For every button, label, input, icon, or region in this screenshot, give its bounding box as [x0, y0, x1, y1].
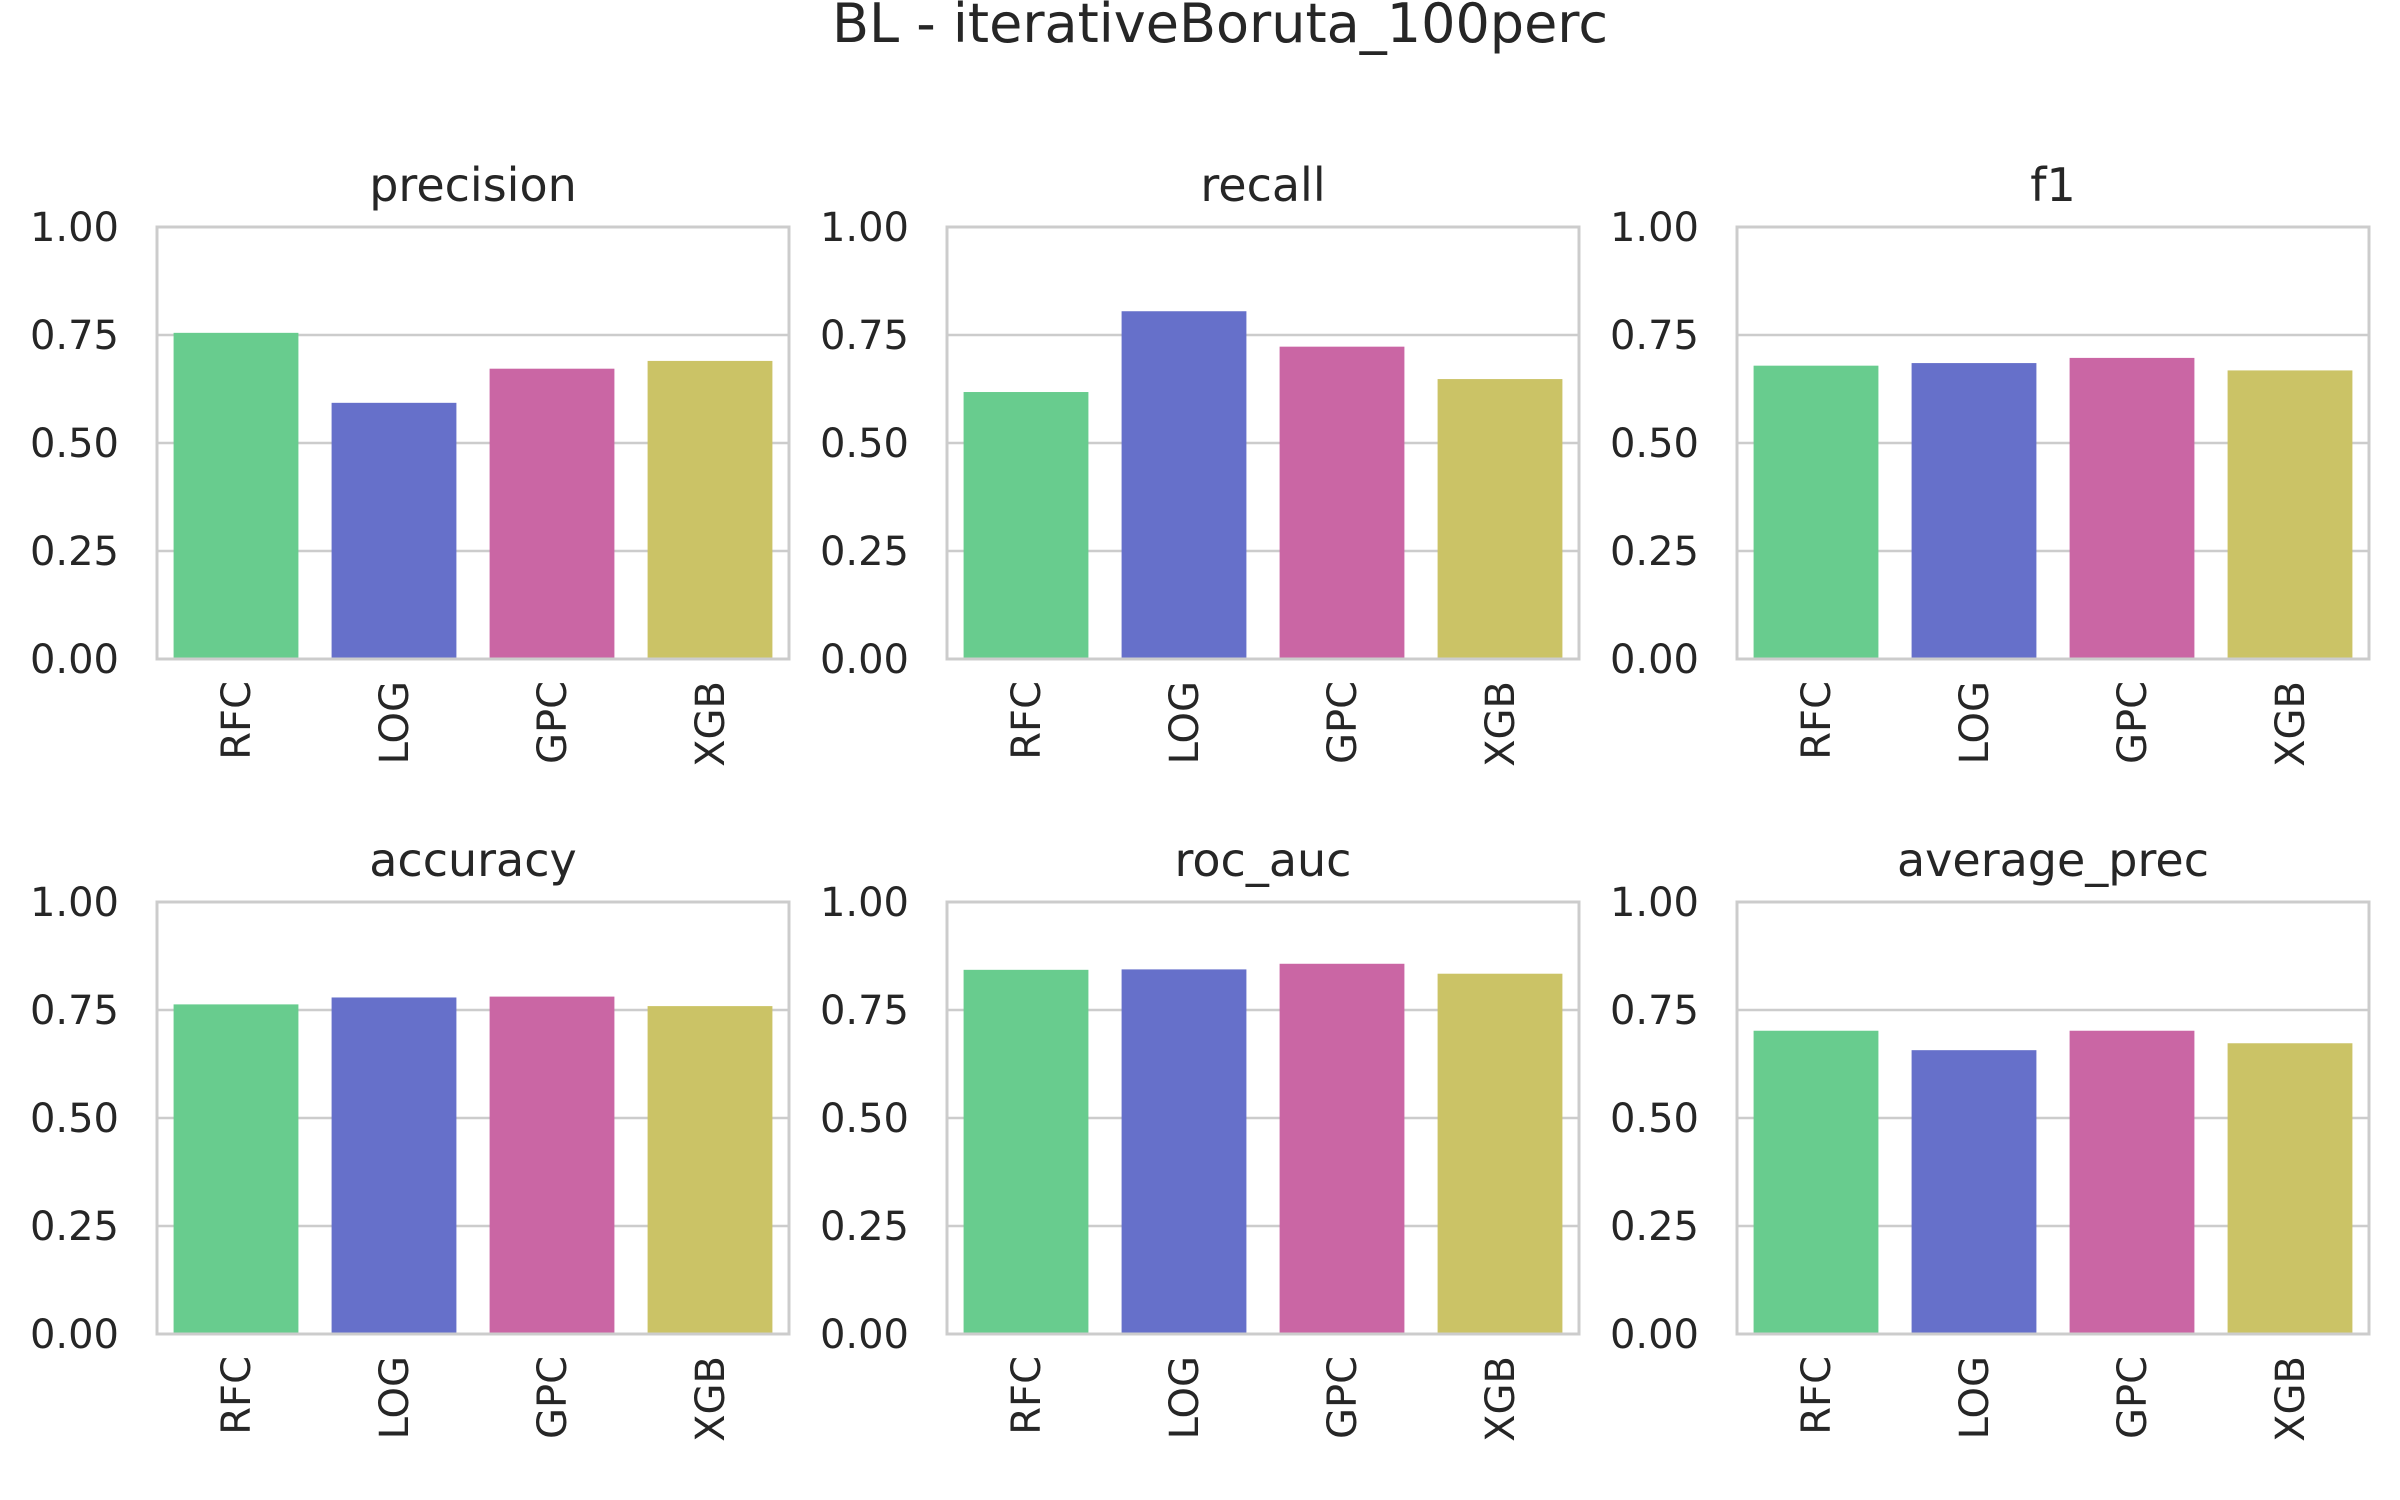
- axes-frame: [945, 900, 1581, 1336]
- y-tick-label: 0.50: [30, 421, 119, 467]
- y-tick-label: 0.25: [30, 1204, 119, 1250]
- panel-title: f1: [2030, 158, 2075, 212]
- y-tick-label: 0.75: [820, 313, 909, 359]
- panel-average-prec: 0.00 0.25 0.50 0.75 1.00 RFC LOG GPC XGB average_…: [1610, 833, 2371, 1442]
- panel-title: roc_auc: [1175, 833, 1352, 887]
- bar-gpc: [2069, 357, 2195, 659]
- panel-accuracy: 0.00 0.25 0.50 0.75 1.00 RFC LOG GPC XGB accuracy: [30, 833, 791, 1442]
- panel-title: recall: [1200, 158, 1325, 212]
- y-tick-label: 0.50: [1610, 1096, 1699, 1142]
- x-tick-label: RFC: [1004, 681, 1050, 760]
- panel-title: accuracy: [369, 833, 577, 887]
- x-tick-label: RFC: [1004, 1356, 1050, 1435]
- x-tick-label: GPC: [1320, 1356, 1366, 1439]
- bar-log: [1121, 969, 1247, 1334]
- y-tick-label: 0.75: [1610, 988, 1699, 1034]
- bar-gpc: [2069, 1030, 2195, 1334]
- y-tick-label: 0.75: [1610, 313, 1699, 359]
- x-tick-label: XGB: [2268, 1356, 2314, 1442]
- panel-f1: 0.00 0.25 0.50 0.75 1.00 RFC LOG GPC XGB f1: [1610, 158, 2371, 767]
- x-tick-label: RFC: [214, 1356, 260, 1435]
- x-tick-label: GPC: [2110, 681, 2156, 764]
- bar-xgb: [647, 360, 773, 659]
- x-tick-label: GPC: [530, 1356, 576, 1439]
- x-tick-label: LOG: [372, 1356, 418, 1439]
- y-tick-label: 0.00: [820, 637, 909, 683]
- y-tick-label: 0.25: [820, 1204, 909, 1250]
- bar-log: [331, 402, 457, 659]
- axes-frame: [1735, 900, 2371, 1336]
- x-tick-label: XGB: [1478, 681, 1524, 767]
- y-tick-label: 0.00: [1610, 637, 1699, 683]
- x-tick-label: XGB: [688, 681, 734, 767]
- bar-xgb: [2227, 1043, 2353, 1334]
- bar-log: [331, 997, 457, 1334]
- bar-rfc: [1753, 1030, 1879, 1334]
- panel-title: average_prec: [1897, 833, 2209, 887]
- y-tick-label: 0.00: [30, 637, 119, 683]
- y-tick-label: 0.00: [820, 1312, 909, 1358]
- panel-precision: 0.00 0.25 0.50 0.75 1.00 RFC LOG GPC XGB precisio…: [30, 158, 791, 767]
- y-tick-label: 0.50: [820, 1096, 909, 1142]
- y-tick-label: 0.50: [820, 421, 909, 467]
- y-tick-label: 0.50: [1610, 421, 1699, 467]
- bar-rfc: [963, 392, 1089, 659]
- x-tick-label: XGB: [2268, 681, 2314, 767]
- axes-frame: [155, 225, 791, 661]
- bar-xgb: [1437, 973, 1563, 1334]
- x-tick-label: LOG: [1162, 681, 1208, 764]
- y-tick-label: 1.00: [1610, 880, 1699, 926]
- x-tick-label: GPC: [2110, 1356, 2156, 1439]
- y-tick-label: 0.25: [30, 529, 119, 575]
- x-tick-label: RFC: [214, 681, 260, 760]
- y-tick-label: 0.00: [1610, 1312, 1699, 1358]
- bar-xgb: [1437, 379, 1563, 659]
- bar-log: [1911, 1050, 2037, 1334]
- axes-frame: [155, 900, 791, 1336]
- y-tick-label: 1.00: [30, 205, 119, 251]
- x-tick-label: RFC: [1794, 1356, 1840, 1435]
- bar-rfc: [173, 332, 299, 659]
- y-tick-label: 0.50: [30, 1096, 119, 1142]
- bar-log: [1911, 363, 2037, 659]
- y-tick-label: 0.75: [30, 313, 119, 359]
- x-tick-label: LOG: [1952, 681, 1998, 764]
- y-tick-label: 1.00: [820, 880, 909, 926]
- y-tick-label: 0.25: [820, 529, 909, 575]
- x-tick-label: XGB: [688, 1356, 734, 1442]
- y-tick-label: 1.00: [820, 205, 909, 251]
- y-tick-label: 1.00: [1610, 205, 1699, 251]
- y-tick-label: 0.75: [30, 988, 119, 1034]
- x-tick-label: LOG: [1162, 1356, 1208, 1439]
- x-tick-label: GPC: [1320, 681, 1366, 764]
- figure-title: BL - iterativeBoruta_100perc: [832, 0, 1608, 55]
- y-tick-label: 0.00: [30, 1312, 119, 1358]
- y-tick-label: 0.25: [1610, 529, 1699, 575]
- bar-gpc: [489, 368, 615, 659]
- y-tick-label: 0.25: [1610, 1204, 1699, 1250]
- bar-rfc: [1753, 365, 1879, 659]
- bar-gpc: [1279, 963, 1405, 1334]
- bar-rfc: [173, 1004, 299, 1334]
- x-tick-label: LOG: [372, 681, 418, 764]
- bar-gpc: [1279, 346, 1405, 659]
- bar-xgb: [647, 1006, 773, 1334]
- x-tick-label: LOG: [1952, 1356, 1998, 1439]
- panel-recall: 0.00 0.25 0.50 0.75 1.00 RFC LOG GPC XGB recall: [820, 158, 1581, 767]
- axes-frame: [945, 225, 1581, 661]
- x-tick-label: XGB: [1478, 1356, 1524, 1442]
- x-tick-label: RFC: [1794, 681, 1840, 760]
- y-tick-label: 1.00: [30, 880, 119, 926]
- x-tick-label: GPC: [530, 681, 576, 764]
- bar-log: [1121, 311, 1247, 659]
- y-tick-label: 0.75: [820, 988, 909, 1034]
- panel-title: precision: [369, 158, 577, 212]
- panel-roc-auc: 0.00 0.25 0.50 0.75 1.00 RFC LOG GPC XGB roc_auc: [820, 833, 1581, 1442]
- bar-xgb: [2227, 370, 2353, 659]
- axes-frame: [1735, 225, 2371, 661]
- bar-rfc: [963, 969, 1089, 1334]
- bar-gpc: [489, 996, 615, 1334]
